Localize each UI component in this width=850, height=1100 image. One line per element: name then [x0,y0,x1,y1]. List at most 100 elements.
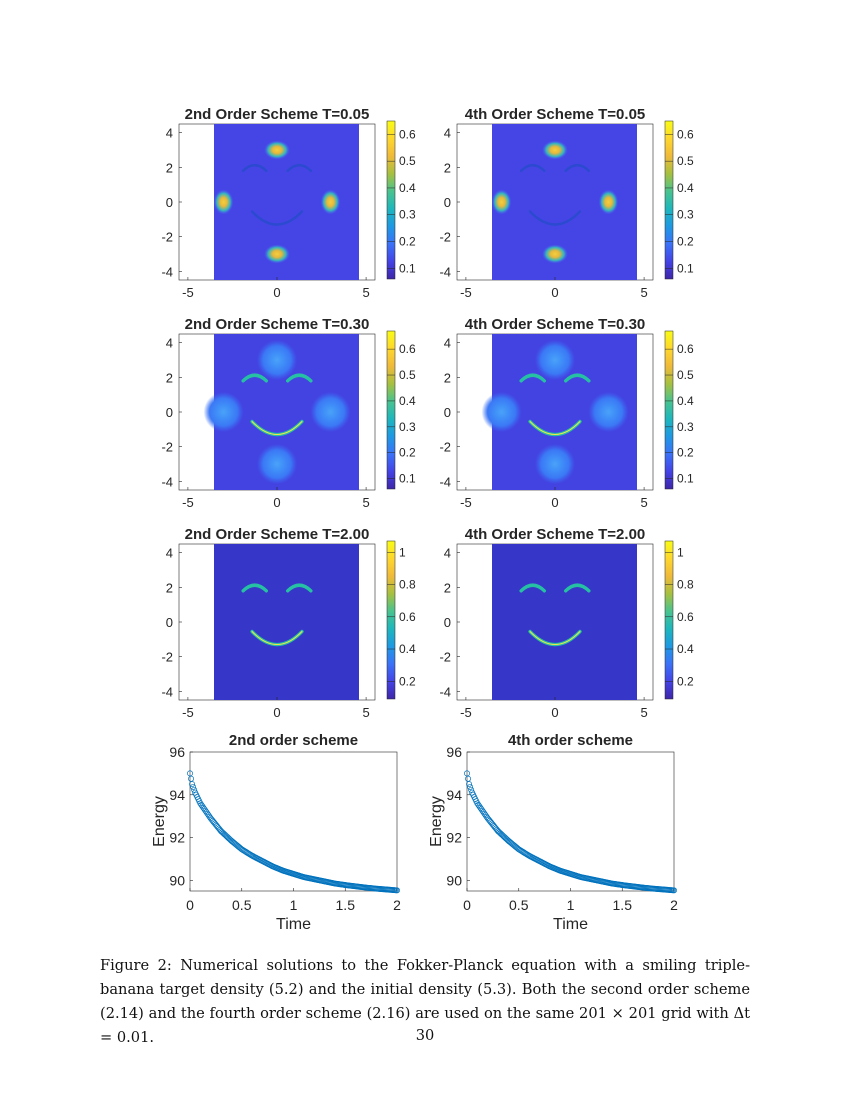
y-tick-label: 94 [446,787,462,803]
x-tick-label: 5 [640,495,647,510]
energy-marker [197,800,204,807]
x-tick-label: -5 [460,285,472,300]
x-tick-label: 0 [551,705,558,720]
y-tick-label: 0 [444,405,451,420]
colorbar-tick-label: 0.2 [677,235,694,249]
heatmap-title: 2nd Order Scheme T=0.05 [185,106,370,123]
colorbar-tick-label: 0.4 [677,394,694,408]
right-eye-arc [563,583,591,593]
density-blob [491,189,512,215]
energy-marker [201,806,208,813]
right-eye-arc [563,373,591,383]
colorbar [664,120,674,280]
energy-marker [476,803,483,810]
diffused-blob [535,444,575,484]
energy-plot-title: 4th order scheme [508,732,633,749]
density-blob [320,189,341,215]
left-eye-arc [519,583,547,593]
diffused-blob [257,340,297,380]
colorbar-tick-label: 1 [399,545,406,559]
colorbar-tick-label: 0.5 [399,368,416,382]
y-tick-label: -2 [161,650,173,665]
y-tick-label: 2 [444,580,451,595]
colorbar-tick-label: 0.1 [399,261,416,275]
colorbar-tick-label: 0.6 [399,342,416,356]
heatmap-panel: 2nd Order Scheme T=0.30 -5 0 5 4 2 0 -2 -4 0.1 0.2… [161,316,416,510]
y-tick-label: -2 [439,650,451,665]
energy-marker [475,801,482,808]
energy-x-label: Time [276,916,311,933]
left-eye-arc [241,373,269,383]
energy-plot: 4th order scheme 0 0.5 1 1.5 2 96 94 92 90 Time Ene… [428,732,678,933]
left-eye-arc [241,583,269,593]
energy-axes [466,751,675,892]
x-tick-label: -5 [182,705,194,720]
energy-marker [467,783,474,790]
colorbar-tick-label: 0.4 [399,642,416,656]
y-tick-label: 0 [444,195,451,210]
x-tick-label: 5 [362,495,369,510]
heatmap-title: 4th Order Scheme T=0.05 [465,106,646,123]
diffused-blob [535,340,575,380]
heatmap-title: 4th Order Scheme T=2.00 [465,526,646,543]
colorbar [386,540,396,700]
energy-marker [199,803,206,810]
heatmap-panel: 2nd Order Scheme T=0.05 -5 0 5 4 2 0 -2 -4 0.1 0.2… [161,106,416,300]
right-eye-arc [285,373,313,383]
y-tick-label: 92 [446,830,462,846]
y-tick-label: -4 [439,684,451,699]
y-tick-label: -4 [161,264,173,279]
y-tick-label: 92 [169,830,185,846]
energy-marker [482,812,489,819]
y-tick-label: 2 [444,160,451,175]
energy-marker [202,807,209,814]
y-tick-label: 0 [444,615,451,630]
energy-marker [204,810,211,817]
colorbar-tick-label: 0.5 [399,154,416,168]
y-tick-label: 4 [444,546,451,561]
colorbar-tick-label: 0.4 [399,181,416,195]
left-eye-arc [241,163,268,173]
colorbar-tick-label: 0.5 [677,154,694,168]
y-tick-label: -4 [161,684,173,699]
y-tick-label: 4 [166,336,173,351]
page-number: 30 [415,1027,435,1044]
heatmap-field [492,544,637,700]
density-blob [542,244,568,264]
colorbar-tick-label: 0.1 [677,261,694,275]
colorbar-tick-label: 0.2 [399,235,416,249]
energy-marker [477,804,484,811]
colorbar-tick-label: 0.6 [677,127,694,141]
energy-marker [394,887,400,894]
y-tick-label: -4 [439,474,451,489]
energy-marker [479,807,486,814]
x-tick-label: 0 [551,285,558,300]
left-eye-arc [519,163,546,173]
y-tick-label: -2 [439,440,451,455]
colorbar [664,330,674,490]
right-eye-arc [564,163,591,173]
right-eye-arc [286,163,313,173]
y-tick-label: 4 [166,126,173,141]
heatmap-panel: 2nd Order Scheme T=2.00 -5 0 5 4 2 0 -2 -4 0.2 0.4… [161,526,416,720]
x-tick-label: -5 [460,495,472,510]
x-tick-label: 0 [273,285,280,300]
x-tick-label: 5 [362,705,369,720]
energy-marker [198,801,205,808]
y-tick-label: 96 [169,744,185,760]
energy-marker [480,809,487,816]
left-eye-arc [519,373,547,383]
right-eye-arc [285,583,313,593]
heatmap-panel: 4th Order Scheme T=2.00 -5 0 5 4 2 0 -2 -4 0.2 0.4… [439,526,694,720]
colorbar-tick-label: 0.1 [677,472,694,486]
colorbar-tick-label: 0.6 [677,610,694,624]
y-tick-label: 2 [166,580,173,595]
x-tick-label: 1.5 [613,897,633,913]
energy-y-label: Energy [151,796,168,847]
colorbar-tick-label: 0.3 [399,420,416,434]
mouth-highlight [251,421,303,435]
diffused-blob [481,392,522,432]
energy-axes [189,751,398,892]
y-tick-label: -2 [161,440,173,455]
diffused-blob [203,392,244,432]
